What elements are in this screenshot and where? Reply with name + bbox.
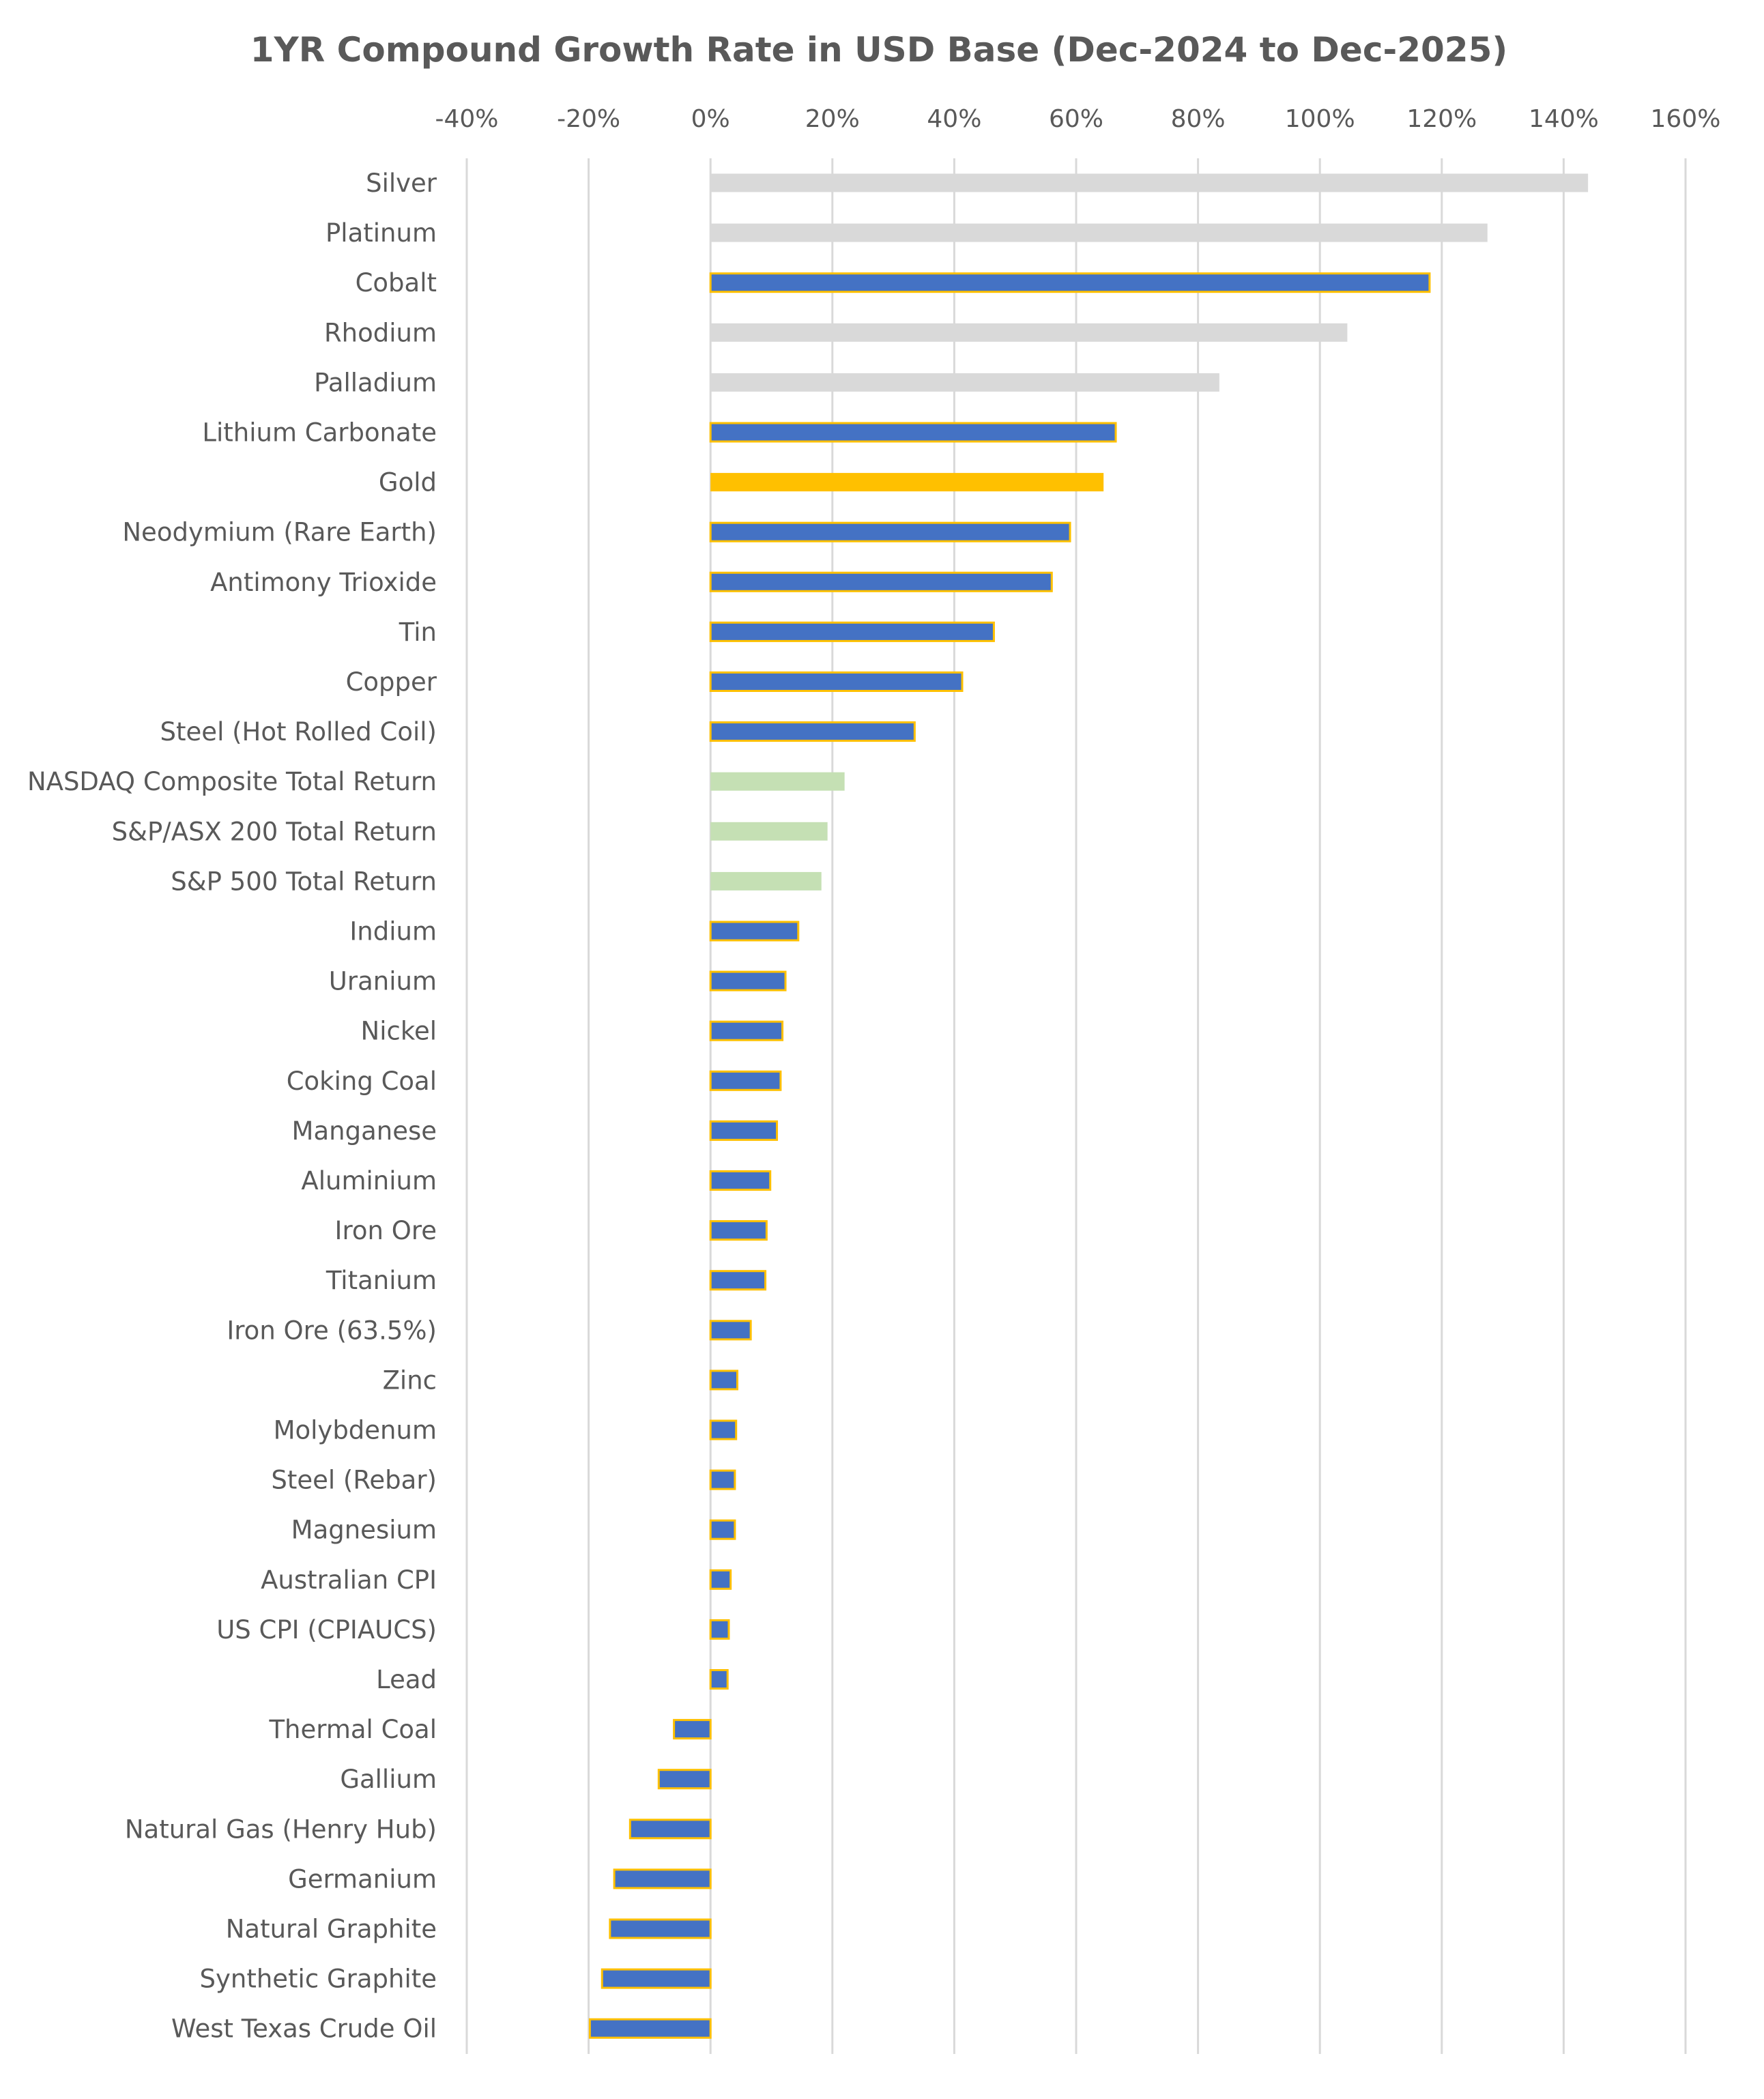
bar bbox=[709, 921, 800, 942]
category-label: Cobalt bbox=[356, 268, 437, 298]
bar bbox=[709, 1370, 738, 1391]
category-label: Platinum bbox=[326, 218, 437, 248]
category-label: Copper bbox=[346, 667, 437, 697]
bar bbox=[709, 1469, 736, 1490]
bar bbox=[710, 822, 828, 841]
bar bbox=[613, 1868, 712, 1890]
category-label: Lithium Carbonate bbox=[202, 418, 437, 448]
bar bbox=[710, 373, 1219, 392]
x-tick-label: 160% bbox=[1651, 105, 1721, 133]
category-label: Zinc bbox=[383, 1365, 437, 1395]
x-tick-label: 40% bbox=[927, 105, 981, 133]
bar bbox=[709, 422, 1117, 443]
bar bbox=[709, 1220, 768, 1241]
bar bbox=[709, 1270, 767, 1291]
bar bbox=[709, 1619, 730, 1640]
category-label: Natural Gas (Henry Hub) bbox=[125, 1814, 437, 1844]
x-tick-label: 20% bbox=[805, 105, 860, 133]
bar bbox=[709, 1519, 736, 1540]
category-label: Iron Ore (63.5%) bbox=[227, 1316, 437, 1345]
bar bbox=[709, 621, 995, 642]
category-label: Silver bbox=[366, 169, 437, 198]
x-tick-label: 0% bbox=[691, 105, 730, 133]
x-tick-label: 120% bbox=[1406, 105, 1477, 133]
category-label: Steel (Hot Rolled Coil) bbox=[160, 717, 437, 747]
x-tick-label: 140% bbox=[1529, 105, 1599, 133]
x-tick-label: -20% bbox=[557, 105, 620, 133]
bar bbox=[609, 1918, 712, 1939]
category-label: Neodymium (Rare Earth) bbox=[122, 518, 437, 547]
bar bbox=[710, 772, 845, 791]
x-tick-label: 80% bbox=[1171, 105, 1226, 133]
bar bbox=[710, 323, 1348, 342]
bar bbox=[710, 871, 822, 891]
category-label: Palladium bbox=[314, 368, 437, 397]
bar bbox=[673, 1719, 712, 1740]
bars bbox=[588, 173, 1589, 2039]
x-tick-label: -40% bbox=[435, 105, 498, 133]
gridlines bbox=[465, 158, 1687, 2054]
bar bbox=[709, 1669, 729, 1690]
bar bbox=[709, 721, 916, 742]
bar bbox=[709, 521, 1071, 542]
category-label: Natural Graphite bbox=[226, 1915, 437, 1944]
category-label: Tin bbox=[399, 618, 437, 647]
category-label: Titanium bbox=[326, 1266, 437, 1295]
x-axis-tick-labels: -40% -20% 0% 20% 40% 60% 80% 100% 120% 140% 160% bbox=[435, 105, 1720, 133]
category-label: Molybdenum bbox=[274, 1416, 437, 1445]
category-label: Antimony Trioxide bbox=[210, 568, 437, 597]
bar bbox=[709, 272, 1431, 293]
category-label: Manganese bbox=[292, 1116, 437, 1146]
bar bbox=[710, 173, 1589, 192]
bar bbox=[601, 1968, 712, 1989]
category-label: US CPI (CPIAUCS) bbox=[216, 1615, 437, 1645]
category-label: Uranium bbox=[329, 967, 437, 996]
bar bbox=[709, 571, 1053, 592]
bar bbox=[657, 1769, 712, 1790]
category-label: Gold bbox=[379, 468, 437, 497]
category-label: West Texas Crude Oil bbox=[171, 2014, 437, 2044]
bar bbox=[709, 970, 787, 991]
category-label: Thermal Coal bbox=[268, 1715, 437, 1744]
x-tick-label: 60% bbox=[1049, 105, 1103, 133]
bar bbox=[709, 1569, 732, 1590]
bar bbox=[710, 223, 1488, 242]
category-label: S&P/ASX 200 Total Return bbox=[112, 817, 437, 846]
category-label: Indium bbox=[349, 917, 437, 946]
category-label: Coking Coal bbox=[287, 1067, 437, 1096]
category-label: Aluminium bbox=[301, 1166, 437, 1196]
bar bbox=[628, 1819, 712, 1840]
category-label: Nickel bbox=[361, 1017, 437, 1046]
chart-title: 1YR Compound Growth Rate in USD Base (De… bbox=[250, 30, 1507, 70]
category-label: Australian CPI bbox=[261, 1565, 437, 1595]
bar bbox=[709, 1070, 782, 1091]
category-label: Gallium bbox=[340, 1765, 437, 1794]
bar bbox=[709, 1170, 772, 1191]
bar bbox=[709, 1419, 738, 1441]
bar bbox=[709, 1020, 784, 1041]
bar bbox=[709, 671, 964, 692]
bar bbox=[588, 2018, 712, 2039]
bar bbox=[709, 1320, 752, 1341]
category-label: Germanium bbox=[288, 1864, 437, 1894]
bar bbox=[709, 1120, 779, 1141]
x-tick-label: 100% bbox=[1285, 105, 1355, 133]
category-label: Synthetic Graphite bbox=[200, 1965, 437, 1994]
category-labels: Silver Platinum Cobalt Rhodium Palladium Lith… bbox=[27, 169, 437, 2044]
category-label: Magnesium bbox=[291, 1516, 437, 1545]
category-label: Steel (Rebar) bbox=[271, 1466, 437, 1495]
category-label: S&P 500 Total Return bbox=[171, 867, 437, 896]
category-label: Rhodium bbox=[324, 318, 437, 347]
category-label: Iron Ore bbox=[335, 1216, 437, 1245]
category-label: Lead bbox=[376, 1665, 437, 1694]
category-label: NASDAQ Composite Total Return bbox=[27, 767, 437, 796]
bar bbox=[710, 473, 1104, 492]
